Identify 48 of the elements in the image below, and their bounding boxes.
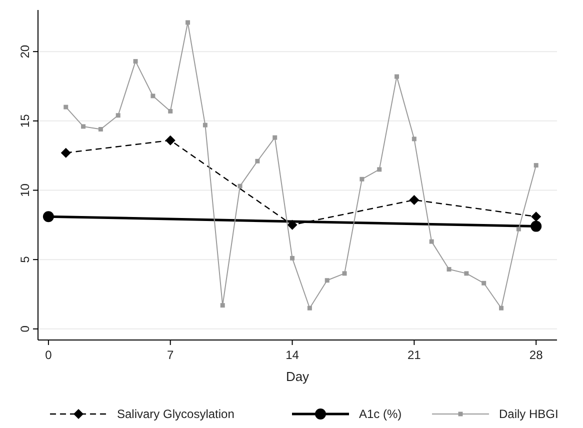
point <box>516 226 521 232</box>
point <box>60 148 71 158</box>
point <box>409 194 420 205</box>
point <box>133 59 138 64</box>
point <box>272 135 278 140</box>
x-tick-label: 21 <box>408 348 422 362</box>
point <box>168 108 173 114</box>
point <box>202 122 208 128</box>
point <box>531 212 542 222</box>
point <box>412 136 416 142</box>
y-tick-label: 20 <box>18 44 32 58</box>
x-axis-title: Day <box>286 369 310 384</box>
point <box>64 104 68 110</box>
point <box>530 220 542 232</box>
point <box>81 124 86 129</box>
point <box>464 271 469 276</box>
point <box>186 20 190 25</box>
y-tick-label: 0 <box>18 325 32 332</box>
point <box>42 211 54 222</box>
point <box>482 280 486 286</box>
point <box>307 306 312 310</box>
point <box>534 163 538 168</box>
y-tick-label: 5 <box>18 256 32 263</box>
point <box>238 184 242 188</box>
point <box>499 306 504 310</box>
point <box>150 94 156 98</box>
point <box>220 303 225 308</box>
legend-label: Daily HBGI <box>499 407 558 421</box>
point <box>360 176 364 182</box>
point <box>394 74 400 79</box>
x-tick-label: 28 <box>529 348 544 362</box>
point <box>116 113 120 118</box>
point <box>255 158 260 164</box>
point <box>324 278 330 283</box>
legend-label: Salivary Glycosylation <box>117 407 234 421</box>
point <box>98 127 103 132</box>
legend-label: A1c (%) <box>359 407 402 421</box>
point <box>377 167 382 172</box>
point <box>429 239 434 244</box>
point <box>446 267 452 272</box>
point <box>342 271 347 276</box>
point <box>290 256 295 260</box>
x-tick-label: 14 <box>286 348 300 362</box>
point <box>165 135 176 146</box>
x-tick-label: 0 <box>45 348 52 362</box>
y-tick-label: 10 <box>18 183 32 197</box>
x-tick-label: 7 <box>167 348 174 362</box>
y-tick-label: 15 <box>18 114 32 128</box>
